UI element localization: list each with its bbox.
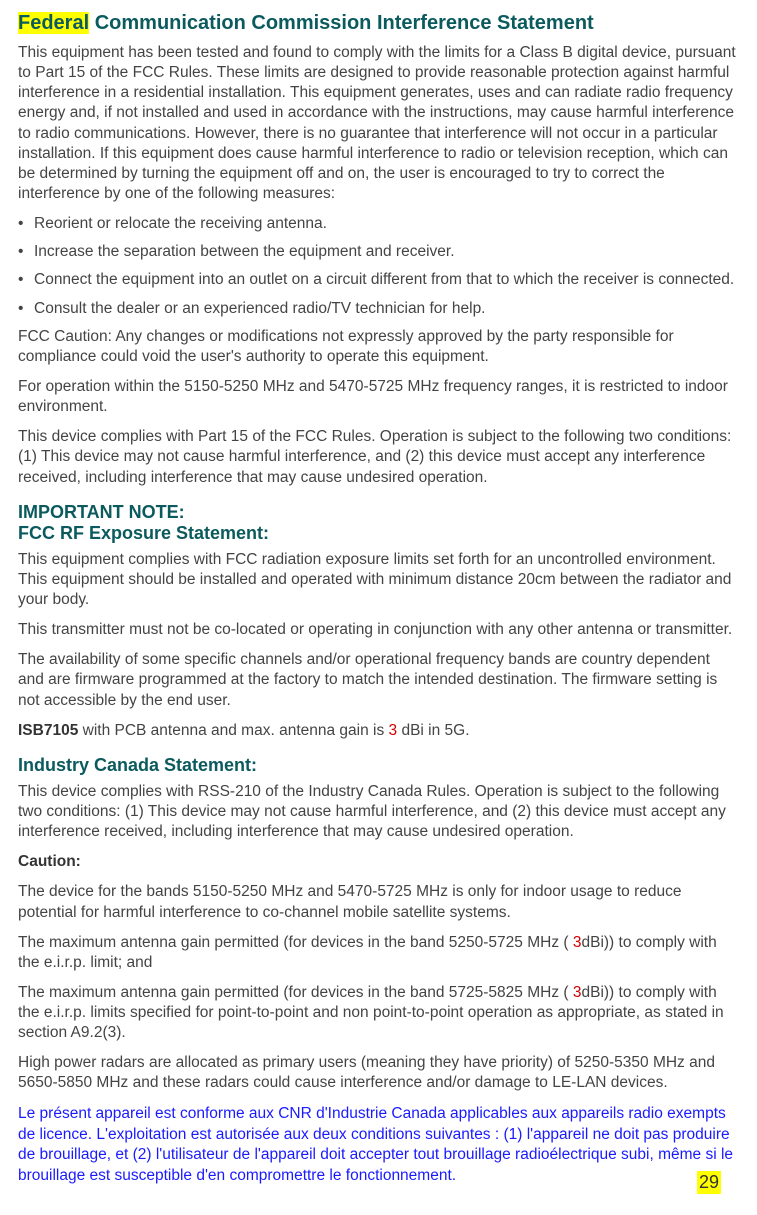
list-item: Reorient or relocate the receiving anten…: [18, 214, 739, 234]
caution-label: Caution:: [18, 852, 739, 872]
isb-gain-value: 3: [389, 722, 398, 739]
measures-list: Reorient or relocate the receiving anten…: [18, 214, 739, 319]
isb-paragraph: ISB7105 with PCB antenna and max. antenn…: [18, 721, 739, 741]
page-number: 29: [697, 1171, 721, 1194]
gain-limit-paragraph-2: The maximum antenna gain permitted (for …: [18, 983, 739, 1043]
gain1-before: The maximum antenna gain permitted (for …: [18, 934, 573, 951]
important-note-heading: IMPORTANT NOTE: FCC RF Exposure Statemen…: [18, 502, 739, 544]
gain-limit-paragraph-1: The maximum antenna gain permitted (for …: [18, 933, 739, 973]
radar-paragraph: High power radars are allocated as prima…: [18, 1053, 739, 1093]
gain2-before: The maximum antenna gain permitted (for …: [18, 984, 573, 1001]
part15-paragraph: This device complies with Part 15 of the…: [18, 427, 739, 487]
industry-canada-heading: Industry Canada Statement:: [18, 755, 739, 776]
indoor-usage-paragraph: The device for the bands 5150-5250 MHz a…: [18, 882, 739, 922]
transmitter-paragraph: This transmitter must not be co-located …: [18, 620, 739, 640]
industry-intro-paragraph: This device complies with RSS-210 of the…: [18, 782, 739, 842]
important-note-line1: IMPORTANT NOTE:: [18, 502, 185, 522]
main-heading: Federal Communication Commission Interfe…: [18, 12, 739, 35]
isb-mid: with PCB antenna and max. antenna gain i…: [78, 722, 388, 739]
french-compliance-paragraph: Le présent appareil est conforme aux CNR…: [18, 1104, 739, 1188]
list-item: Increase the separation between the equi…: [18, 242, 739, 262]
isb-model: ISB7105: [18, 722, 78, 739]
fcc-caution-paragraph: FCC Caution: Any changes or modification…: [18, 327, 739, 367]
firmware-paragraph: The availability of some specific channe…: [18, 650, 739, 710]
list-item: Consult the dealer or an experienced rad…: [18, 299, 739, 319]
isb-suffix: dBi in 5G.: [397, 722, 469, 739]
intro-paragraph: This equipment has been tested and found…: [18, 43, 739, 204]
heading-rest: Communication Commission Interference St…: [89, 12, 594, 34]
document-page: Federal Communication Commission Interfe…: [18, 12, 739, 1202]
list-item: Connect the equipment into an outlet on …: [18, 270, 739, 290]
heading-highlighted-word: Federal: [18, 12, 89, 34]
rf-exposure-paragraph: This equipment complies with FCC radiati…: [18, 550, 739, 610]
frequency-restriction-paragraph: For operation within the 5150-5250 MHz a…: [18, 377, 739, 417]
important-note-line2: FCC RF Exposure Statement:: [18, 523, 739, 544]
